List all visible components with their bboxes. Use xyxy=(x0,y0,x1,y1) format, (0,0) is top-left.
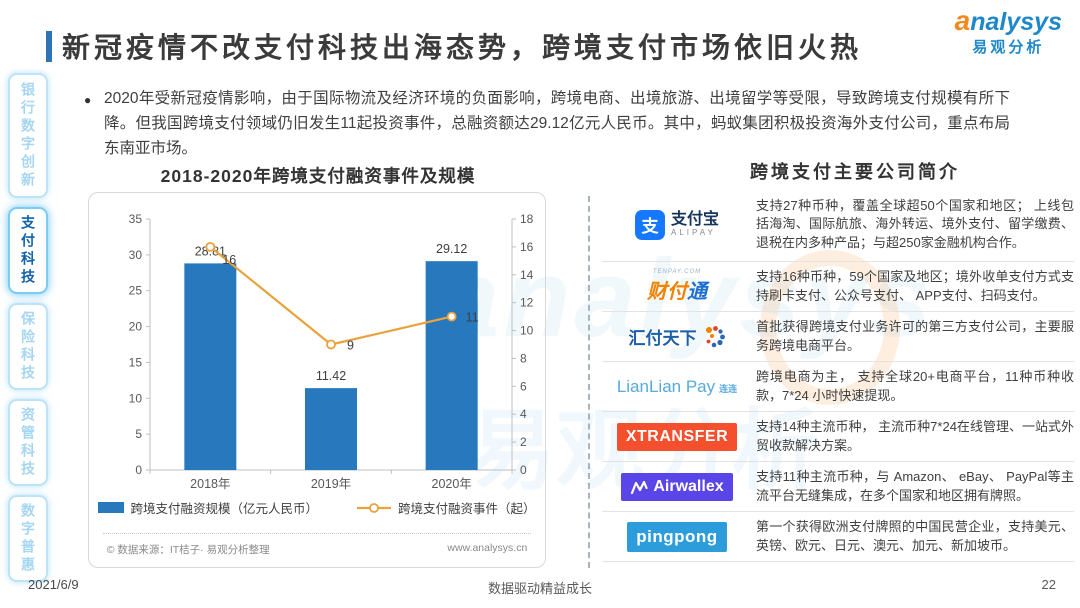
tenpay-char-3: 通 xyxy=(687,281,707,303)
sidebar-tab-insurtech[interactable]: 保险科技 xyxy=(8,303,48,390)
title-accent-bar xyxy=(46,31,52,62)
svg-text:20: 20 xyxy=(129,320,143,334)
analysys-logo-a-swoosh: a xyxy=(954,5,971,36)
alipay-icon: 支 xyxy=(634,209,665,240)
company-description: 第一个获得欧洲支付牌照的中国民营企业，支持美元、英镑、欧元、日元、澳元、加元、新… xyxy=(756,519,1074,553)
pingpong-name: pingpong xyxy=(627,521,727,552)
airwallex-mark-icon xyxy=(631,480,648,494)
airwallex-name: Airwallex xyxy=(653,477,724,495)
line-legend-label: 跨境支付融资事件（起） xyxy=(398,502,536,516)
table-row-huifutianxia: 汇付天下 首批获得跨境支付业务许可的第三方支付公司，主要服务跨境电商平台。 xyxy=(602,312,1074,362)
section-divider-dashed xyxy=(588,196,590,568)
lianlianpay-logo: LianLian Pay 连连 xyxy=(602,377,752,397)
svg-text:2019年: 2019年 xyxy=(311,477,351,491)
svg-text:2: 2 xyxy=(520,435,527,449)
legend-item-line: 跨境支付融资事件（起） xyxy=(356,498,536,517)
svg-text:8: 8 xyxy=(520,351,527,365)
svg-text:12: 12 xyxy=(520,296,534,310)
table-row-lianlianpay: LianLian Pay 连连 跨境电商为主， 支持全球20+电商平台，11种币… xyxy=(602,362,1074,412)
chart-legend: 跨境支付融资规模（亿元人民币） 跨境支付融资事件（起） xyxy=(98,498,536,517)
slide-date: 2021/6/9 xyxy=(28,577,79,592)
lianlianpay-name-en: LianLian Pay xyxy=(616,376,716,396)
analysys-logo: analysys 易观分析 xyxy=(954,5,1062,57)
analysys-logo-rest: nalysys xyxy=(970,8,1062,36)
sidebar-tab-asset-mgmt-tech[interactable]: 资管科技 xyxy=(8,399,48,486)
company-description: 跨境电商为主， 支持全球20+电商平台，11种币种收款，7*24 小时快速提现。 xyxy=(756,369,1074,403)
tenpay-domain-text: TENPAY.COM xyxy=(652,269,702,275)
tenpay-logo: TENPAY.COM 财付通 xyxy=(602,269,752,304)
sidebar-tab-payment-tech[interactable]: 支付科技 xyxy=(8,207,48,294)
chart-title: 2018-2020年跨境支付融资事件及规模 xyxy=(160,166,476,186)
company-description: 首批获得跨境支付业务许可的第三方支付公司，主要服务跨境电商平台。 xyxy=(756,319,1074,353)
svg-text:18: 18 xyxy=(520,212,534,226)
companies-table: 支 支付宝 ALIPAY 支持27种币种，覆盖全球超50个国家和地区； 上线包括… xyxy=(602,188,1074,562)
bullet-marker: ● xyxy=(84,93,92,107)
svg-text:29.12: 29.12 xyxy=(436,242,467,256)
svg-text:11.42: 11.42 xyxy=(316,369,346,383)
tenpay-char-1: 财 xyxy=(647,281,667,303)
svg-text:9: 9 xyxy=(347,339,354,353)
analysys-logo-chinese: 易观分析 xyxy=(972,39,1045,56)
svg-text:0: 0 xyxy=(520,463,527,477)
huifutianxia-pinwheel-icon xyxy=(705,325,725,347)
footer-slogan: 数据驱动精益成长 xyxy=(487,581,592,596)
bar-legend-swatch xyxy=(98,502,125,513)
xtransfer-logo: XTRANSFER xyxy=(602,422,752,451)
analysys-url-link[interactable]: www.analysys.cn xyxy=(447,542,528,554)
svg-text:10: 10 xyxy=(129,391,143,405)
svg-text:16: 16 xyxy=(520,240,534,254)
svg-text:25: 25 xyxy=(129,284,143,298)
company-description: 支持27种币种，覆盖全球超50个国家和地区； 上线包括海淘、国际航旅、海外转运、… xyxy=(756,197,1074,250)
svg-text:15: 15 xyxy=(129,355,143,369)
table-row-xtransfer: XTRANSFER 支持14种主流币种， 主流币种7*24在线管理、一站式外贸收… xyxy=(602,412,1074,462)
table-row-airwallex: Airwallex 支持11种主流币种，与 Amazon、 eBay、 PayP… xyxy=(602,462,1074,512)
page-number: 22 xyxy=(1041,577,1056,592)
alipay-name-en: ALIPAY xyxy=(670,228,716,237)
huifutianxia-logo: 汇付天下 xyxy=(602,324,752,349)
summary-paragraph: 2020年受新冠疫情影响，由于国际物流及经济环境的负面影响，跨境电商、出境旅游、… xyxy=(104,90,1010,157)
airwallex-logo: Airwallex xyxy=(602,472,752,501)
xtransfer-name: XTRANSFER xyxy=(616,422,738,451)
legend-item-bar: 跨境支付融资规模（亿元人民币） xyxy=(98,498,318,517)
pingpong-logo: pingpong xyxy=(602,521,752,552)
sidebar-tab-digital-inclusion[interactable]: 数字普惠 xyxy=(8,495,48,582)
funding-bar-line-chart: 0 5 10 15 20 25 30 35 0 2 4 6 8 10 12 14 16 18 2018年 2019年 2… xyxy=(129,212,534,491)
table-row-alipay: 支 支付宝 ALIPAY 支持27种币种，覆盖全球超50个国家和地区； 上线包括… xyxy=(602,188,1074,262)
page-title: 新冠疫情不改支付科技出海态势，跨境支付市场依旧火热 xyxy=(62,32,863,63)
table-row-pingpong: pingpong 第一个获得欧洲支付牌照的中国民营企业，支持美元、英镑、欧元、日… xyxy=(602,512,1074,562)
bar-legend-label: 跨境支付融资规模（亿元人民币） xyxy=(130,502,318,516)
svg-text:30: 30 xyxy=(129,248,143,262)
svg-text:6: 6 xyxy=(520,379,527,393)
svg-text:4: 4 xyxy=(520,407,527,421)
alipay-logo: 支 支付宝 ALIPAY xyxy=(602,209,752,240)
chart-source-bar: © 数据来源：IT桔子· 易观分析整理 www.analysys.cn xyxy=(102,533,532,567)
data-source-text: © 数据来源：IT桔子· 易观分析整理 xyxy=(106,544,270,556)
lianlianpay-name-cn: 连连 xyxy=(719,383,738,394)
svg-text:16: 16 xyxy=(222,253,236,267)
alipay-name-cn: 支付宝 xyxy=(670,211,719,228)
company-description: 支持11种主流币种，与 Amazon、 eBay、 PayPal等主流平台无缝集… xyxy=(756,469,1074,503)
svg-text:2018年: 2018年 xyxy=(190,477,230,491)
table-row-tenpay: TENPAY.COM 财付通 支持16种币种，59个国家及地区；境外收单支付方式… xyxy=(602,262,1074,312)
svg-text:14: 14 xyxy=(520,268,534,282)
sidebar-tab-banking-digital[interactable]: 银行数字创新 xyxy=(8,73,48,198)
svg-text:2020年: 2020年 xyxy=(432,477,472,491)
svg-text:5: 5 xyxy=(135,427,142,441)
tenpay-char-2: 付 xyxy=(667,281,687,303)
sidebar: 银行数字创新 支付科技 保险科技 资管科技 数字普惠 xyxy=(8,73,50,582)
svg-text:11: 11 xyxy=(466,311,479,325)
chart-panel: 0 5 10 15 20 25 30 35 0 2 4 6 8 10 12 14 16 18 2018年 2019年 2… xyxy=(88,192,546,568)
huifutianxia-name: 汇付天下 xyxy=(628,329,697,348)
svg-text:10: 10 xyxy=(520,324,534,338)
company-description: 支持14种主流币种， 主流币种7*24在线管理、一站式外贸收款解决方案。 xyxy=(756,419,1074,453)
companies-panel-title: 跨境支付主要公司简介 xyxy=(750,162,960,182)
svg-text:35: 35 xyxy=(129,212,143,226)
line-legend-swatch xyxy=(357,502,391,513)
analysys-logo-wordmark: analysys xyxy=(954,5,1062,36)
company-description: 支持16种币种，59个国家及地区；境外收单支付方式支持刷卡支付、公众号支付、 A… xyxy=(756,269,1074,303)
svg-text:0: 0 xyxy=(135,463,142,477)
